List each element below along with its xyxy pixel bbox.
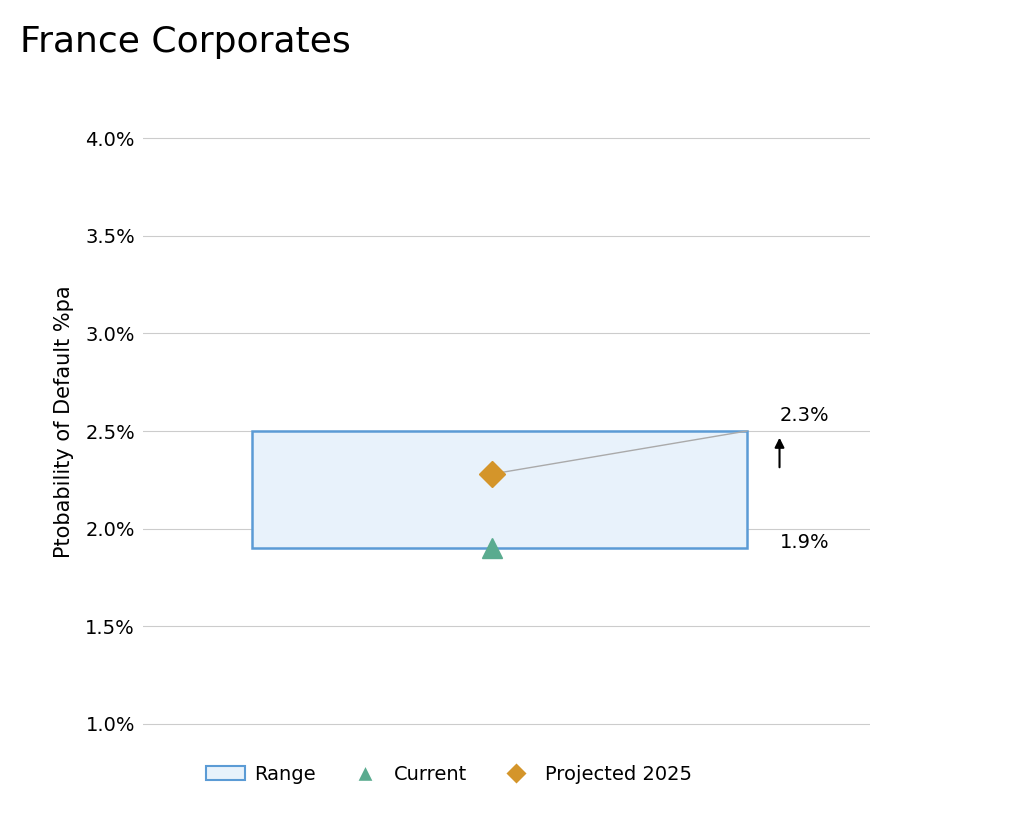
Bar: [252, 431, 746, 548]
Text: 1.9%: 1.9%: [779, 533, 829, 552]
Y-axis label: Ptobability of Default %pa: Ptobability of Default %pa: [54, 285, 74, 558]
Text: France Corporates: France Corporates: [20, 25, 351, 59]
Legend: Range, Current, Projected 2025: Range, Current, Projected 2025: [198, 757, 699, 791]
Text: 2.3%: 2.3%: [779, 406, 829, 425]
